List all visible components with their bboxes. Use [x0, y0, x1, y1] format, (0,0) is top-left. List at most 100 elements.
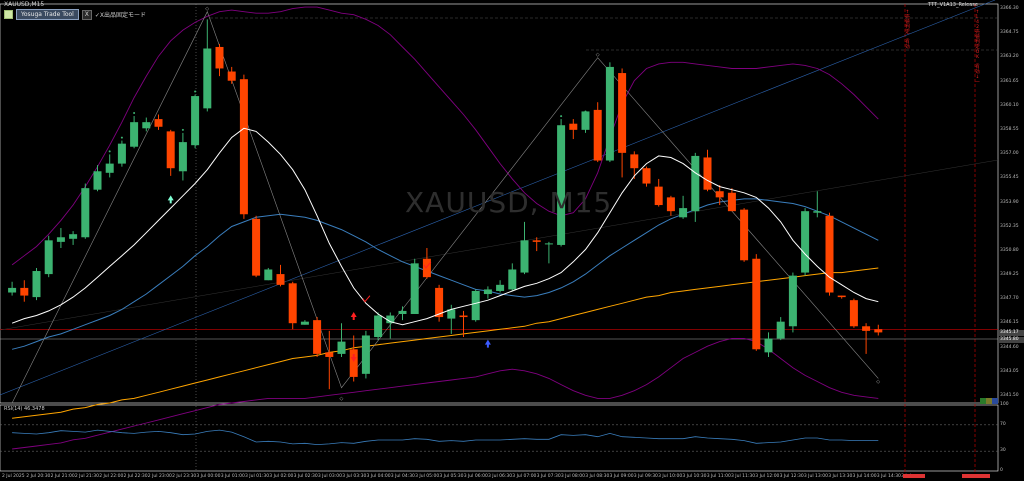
candle-body [557, 125, 566, 245]
time-axis-label: 3 Jul 14:00 [852, 474, 877, 479]
candle-body [569, 123, 578, 130]
candle-body [435, 287, 444, 318]
bollinger-upper [11, 6, 879, 266]
time-axis-label: 3 Jul 11:00 [706, 474, 731, 479]
price-axis-label: 3366.30 [1000, 6, 1019, 11]
trendline-blue [0, 0, 996, 396]
time-axis-label: 2 Jul 22:30 [123, 474, 148, 479]
time-marker-right [962, 474, 990, 478]
signal-dot [560, 115, 563, 118]
time-axis-label: 3 Jul 02:30 [293, 474, 318, 479]
candle-body [849, 300, 858, 327]
candle-body [752, 258, 761, 350]
chart-title: XAUUSD,M15 [4, 1, 45, 8]
tool-color-swatch[interactable] [4, 10, 13, 19]
price-axis-label: 3343.05 [1000, 368, 1019, 374]
candle-body [203, 48, 212, 109]
candle-body [520, 240, 529, 273]
candle-body [81, 188, 90, 238]
candle-body [374, 315, 383, 338]
time-axis-label: 3 Jul 07:30 [536, 474, 561, 479]
signal-dot [194, 90, 197, 93]
candle-body [313, 320, 322, 354]
time-axis-label: 3 Jul 03:00 [317, 474, 343, 479]
zigzag-marker-icon: ◇ [876, 379, 880, 385]
candle-body [874, 329, 883, 333]
time-axis-label: 3 Jul 13:00 [803, 474, 829, 479]
price-axis-label: 3353.90 [1000, 199, 1019, 205]
candle-body [276, 274, 285, 285]
candle-body [386, 315, 395, 324]
signal-dot [181, 128, 184, 131]
candle-body [130, 122, 139, 147]
price-axis-label: 3360.10 [1000, 102, 1019, 108]
mode-checkbox[interactable]: ✓X出品固定モード [94, 12, 146, 19]
rsi-label: RSI(14) 46.3478 [4, 406, 45, 412]
time-axis-label: 3 Jul 10:30 [682, 474, 707, 479]
yosuga-tool-button[interactable]: Yosuga Trade Tool [16, 9, 79, 20]
candle-body [508, 269, 517, 290]
price-axis-label: 3358.55 [1000, 126, 1019, 132]
buy-arrow-icon [167, 195, 174, 204]
candle-body [398, 310, 407, 314]
candle-body [56, 237, 65, 242]
time-axis-label: 3 Jul 11:30 [731, 474, 756, 479]
time-axis-label: 3 Jul 01:00 [220, 474, 245, 479]
candle-body [349, 349, 358, 377]
close-icon[interactable]: X [81, 9, 92, 20]
candle-body [715, 191, 724, 198]
candle-body [764, 338, 773, 353]
candle-body [154, 119, 163, 127]
time-axis-label: 3 Jul 14:30 [876, 474, 901, 479]
time-axis-label: 2 Jul 2025 [2, 474, 25, 479]
candle-body [544, 243, 553, 245]
candle-body [727, 192, 736, 212]
side-text-1: ↑ 売値判定_有効 [905, 10, 910, 50]
tool-panel: Yosuga Trade Tool X ✓X出品固定モード [4, 9, 146, 20]
candle-body [666, 197, 675, 212]
zigzag-marker-icon: ◇ [205, 6, 209, 12]
candle-body [703, 157, 712, 190]
price-axis-label: 3355.45 [1000, 175, 1019, 181]
indicator-name: ТТТ_V1A13_Release [927, 2, 978, 8]
candle-body [581, 111, 590, 130]
time-axis-label: 2 Jul 20:30 [26, 474, 51, 479]
candle-body [142, 122, 151, 129]
price-axis-label: 3361.65 [1000, 78, 1019, 84]
zigzag-marker-icon: ◇ [340, 396, 344, 402]
candle-body [496, 284, 505, 291]
rsi-axis-label: 70 [1000, 421, 1006, 427]
side-text-2: ↑ 1.42売値判定OK_有効 ↓ 一 [975, 10, 980, 85]
time-axis-label: 3 Jul 09:00 [609, 474, 634, 479]
candle-body [679, 208, 688, 218]
candle-body [361, 335, 370, 374]
price-axis-label: 3346.15 [1000, 320, 1019, 326]
time-axis-label: 3 Jul 04:30 [390, 474, 415, 479]
candle-body [178, 142, 187, 172]
candle-body [20, 287, 29, 296]
time-axis-label: 3 Jul 10:00 [658, 474, 683, 479]
zigzag-marker-icon: ◇ [596, 52, 600, 58]
candle-body [532, 240, 541, 242]
candle-body [825, 215, 834, 293]
time-axis-label: 3 Jul 05:30 [439, 474, 464, 479]
check-icon [423, 261, 432, 269]
candle-body [691, 155, 700, 212]
candle-body [44, 240, 53, 275]
buy-arrow-icon [350, 312, 357, 321]
signal-dot [584, 110, 587, 113]
candle-body [252, 218, 261, 276]
candle-body [8, 287, 17, 293]
time-axis-label: 2 Jul 22:00 [99, 474, 124, 479]
candle-body [593, 109, 602, 161]
time-axis-label: 3 Jul 09:30 [633, 474, 658, 479]
candle-body [862, 326, 871, 331]
price-axis-label: 3341.50 [1000, 393, 1019, 398]
price-axis-label: 3364.75 [1000, 30, 1019, 36]
price-panel-frame [0, 3, 999, 404]
candle-body [642, 168, 651, 184]
rsi-axis-label: 100 [1000, 402, 1009, 407]
fast-ma-line [11, 127, 879, 326]
